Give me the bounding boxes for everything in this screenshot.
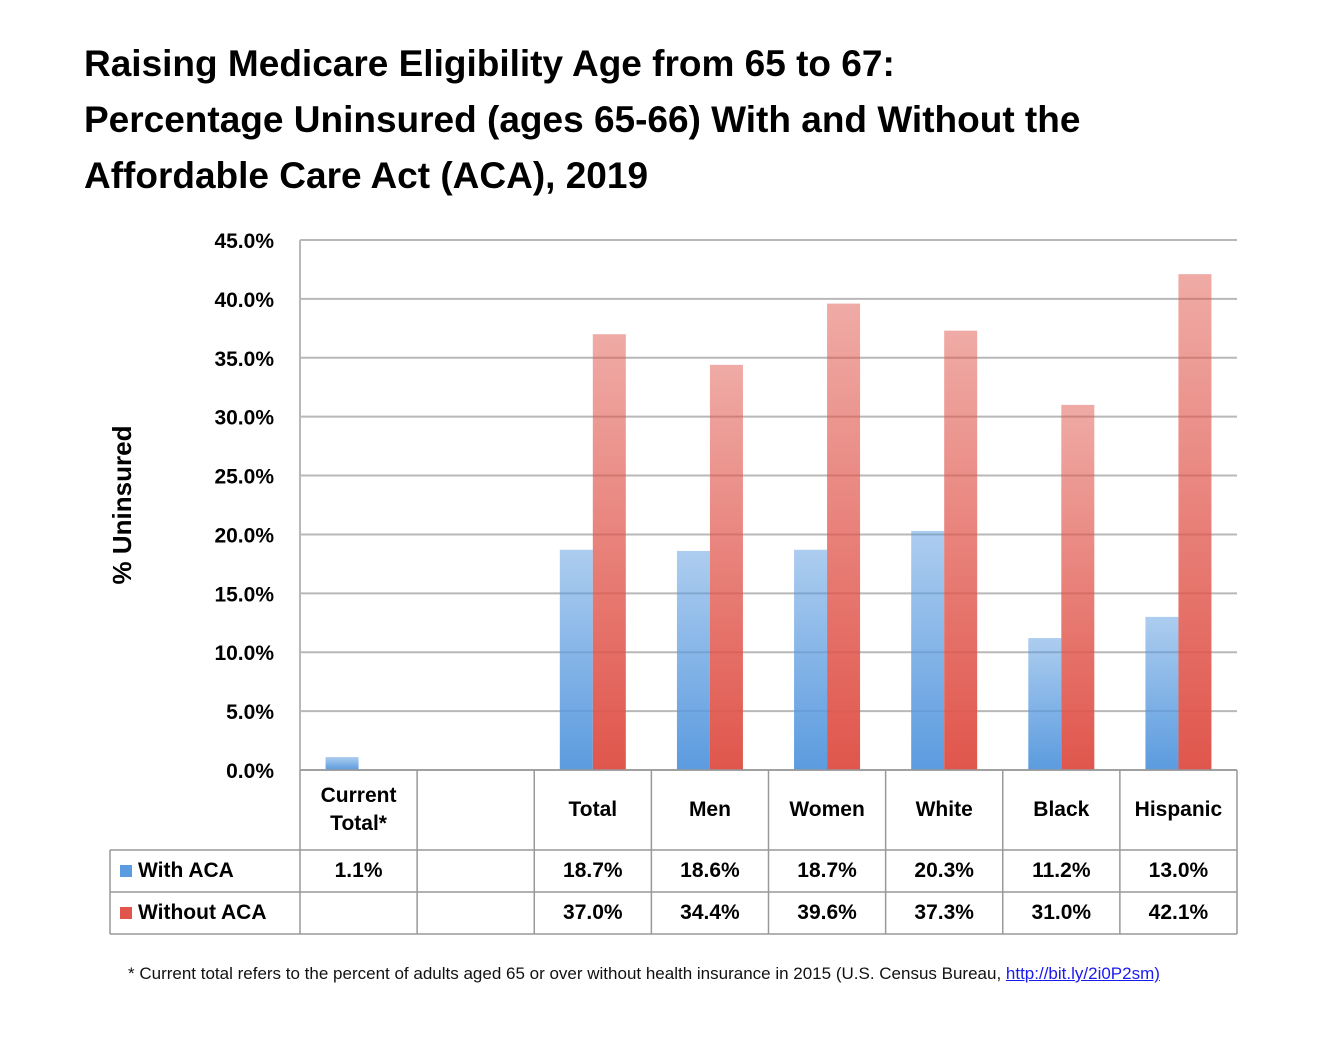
footnote-block: * Current total refers to the percent of… xyxy=(128,960,1208,988)
y-tick-label: 35.0% xyxy=(214,348,274,371)
bar xyxy=(827,303,861,770)
footnote: * Current total refers to the percent of… xyxy=(128,964,1002,983)
table-value: 18.7% xyxy=(563,859,623,882)
legend-swatch xyxy=(120,907,132,919)
bar xyxy=(794,549,828,770)
bar xyxy=(944,330,978,770)
x-tick-label: Hispanic xyxy=(1134,798,1223,821)
chart-title: Percentage Uninsured (ages 65-66) With a… xyxy=(84,99,1081,140)
x-tick-label: White xyxy=(915,798,973,821)
table-value: 34.4% xyxy=(680,901,740,924)
y-tick-label: 45.0% xyxy=(214,230,274,253)
table-value: 1.1% xyxy=(334,859,383,882)
legend-entry: With ACA xyxy=(110,850,300,892)
legend-label: With ACA xyxy=(138,859,234,882)
y-axis-label: % Uninsured xyxy=(107,426,137,585)
legend-swatch xyxy=(120,865,132,877)
y-tick-label: 20.0% xyxy=(214,524,274,547)
y-tick-label: 15.0% xyxy=(214,583,274,606)
legend-entry: Without ACA xyxy=(110,892,300,934)
bar xyxy=(559,549,593,770)
table-value: 13.0% xyxy=(1148,859,1209,882)
table-value: 11.2% xyxy=(1032,859,1091,882)
y-tick-label: 25.0% xyxy=(214,466,274,489)
x-tick-label: Women xyxy=(789,798,865,821)
table-value: 37.3% xyxy=(914,901,974,924)
x-tick-label: Current Total* xyxy=(320,784,397,835)
bar xyxy=(911,530,945,770)
chart-title: Affordable Care Act (ACA), 2019 xyxy=(84,155,649,196)
table-value: 18.6% xyxy=(680,859,740,882)
legend-label: Without ACA xyxy=(138,901,267,924)
x-tick-label: Total xyxy=(568,798,618,821)
y-tick-label: 0.0% xyxy=(226,760,274,783)
table-value: 37.0% xyxy=(563,901,623,924)
bar xyxy=(1061,404,1095,770)
chart-title: Raising Medicare Eligibility Age from 65… xyxy=(84,43,895,84)
table-value: 31.0% xyxy=(1031,901,1092,924)
bar xyxy=(676,550,710,770)
x-tick-label: Black xyxy=(1033,798,1090,821)
y-tick-label: 10.0% xyxy=(214,642,274,665)
table-value: 20.3% xyxy=(914,859,974,882)
bar xyxy=(1028,638,1062,770)
bar xyxy=(325,757,359,770)
bar xyxy=(1145,616,1179,770)
table-value: 18.7% xyxy=(797,859,857,882)
table-value: 42.1% xyxy=(1148,901,1209,924)
x-tick-label: Men xyxy=(688,798,731,821)
y-tick-label: 30.0% xyxy=(214,407,274,430)
bar xyxy=(709,364,743,770)
y-tick-label: 5.0% xyxy=(226,701,274,724)
bar xyxy=(1178,274,1212,770)
y-tick-label: 40.0% xyxy=(214,289,274,312)
table-value: 39.6% xyxy=(797,901,857,924)
footnote-link[interactable]: http://bit.ly/2i0P2sm) xyxy=(1005,964,1160,983)
bar xyxy=(592,334,626,770)
